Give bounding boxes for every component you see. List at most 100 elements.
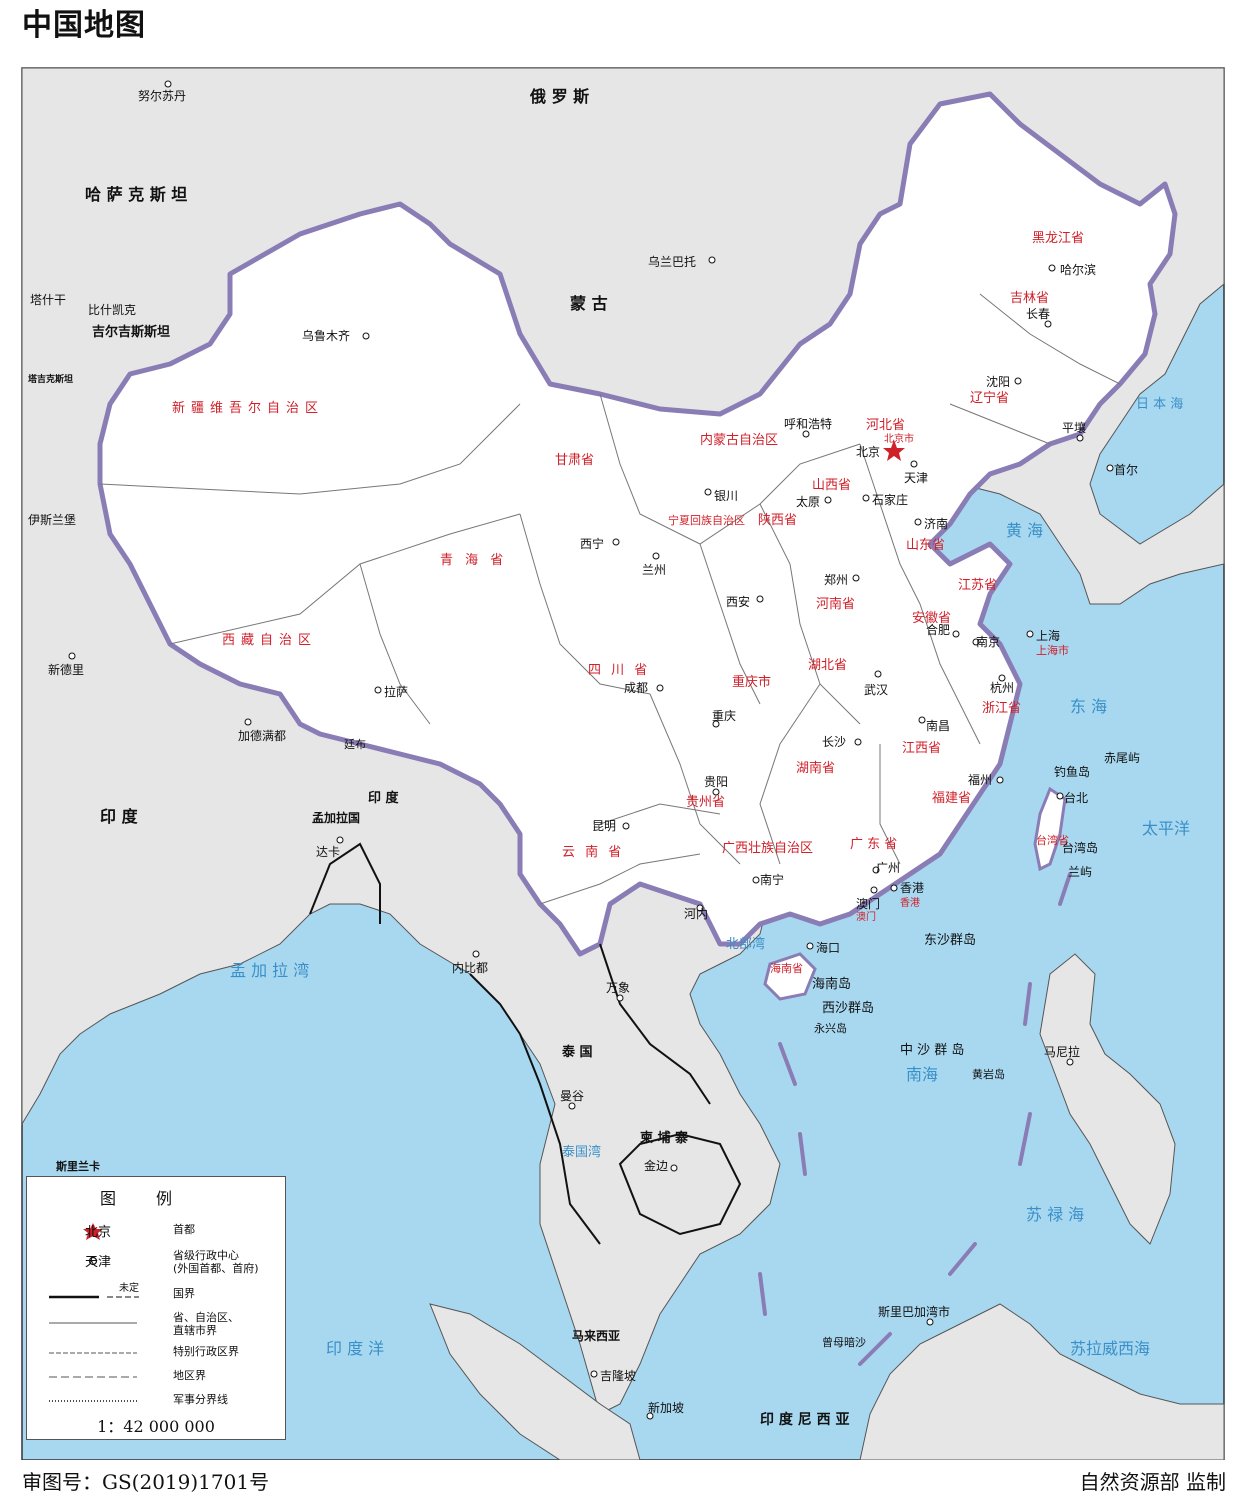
label-city-nanjing: 南京 xyxy=(976,634,1000,649)
city-dot-icon xyxy=(362,332,370,340)
country-labels: 俄 罗 斯 哈 萨 克 斯 坦 蒙 古 吉尔吉斯斯坦 塔吉克斯坦 印 度 印 度… xyxy=(28,87,850,1428)
foreign-land-sumatra xyxy=(429,1303,641,1460)
label-lanyu: 兰屿 xyxy=(1068,865,1092,879)
city-dot-icon xyxy=(696,904,704,912)
city-dot-icon xyxy=(874,670,882,678)
label-anhui: 安徽省 xyxy=(912,611,951,626)
label-city-manila: 马尼拉 xyxy=(1044,1044,1080,1059)
city-dot-icon xyxy=(998,674,1006,682)
legend-row-capital: 北京 首都 xyxy=(27,1219,285,1243)
label-city-nuersudan: 努尔苏丹 xyxy=(138,88,186,103)
label-heilongjiang: 黑龙江省 xyxy=(1032,231,1084,246)
label-jiangsu: 江苏省 xyxy=(958,577,997,593)
label-taiwan: 台湾省 xyxy=(1036,833,1069,847)
label-sichuan: 四 川 省 xyxy=(588,663,650,678)
label-chiwei: 赤尾屿 xyxy=(1104,751,1140,765)
label-city-xinjiapo: 新加坡 xyxy=(648,1400,684,1415)
label-sulawesi: 苏拉威西海 xyxy=(1070,1339,1150,1358)
label-city-guangzhou: 广州 xyxy=(876,861,900,875)
city-dot-icon xyxy=(656,684,664,692)
city-dot-icon xyxy=(622,822,630,830)
label-guangdong: 广 东 省 xyxy=(850,837,897,852)
city-dot-icon xyxy=(590,1370,598,1378)
label-city-tianjin: 天津 xyxy=(904,471,928,485)
legend-row-military: 军事分界线 xyxy=(27,1389,285,1413)
label-huangyan: 黄岩岛 xyxy=(972,1067,1005,1081)
capital-star-icon xyxy=(883,440,905,461)
label-hainan-dao: 海南岛 xyxy=(812,976,851,992)
label-city-wulanbatuo: 乌兰巴托 xyxy=(648,254,696,269)
city-dot-icon xyxy=(1048,264,1056,272)
label-yindu-yang: 印 度 洋 xyxy=(326,1339,384,1358)
city-dot-icon xyxy=(806,942,814,950)
city-dot-icon xyxy=(862,494,870,502)
label-shandong: 山东省 xyxy=(906,538,945,553)
map-frame: 俄 罗 斯 哈 萨 克 斯 坦 蒙 古 吉尔吉斯斯坦 塔吉克斯坦 印 度 印 度… xyxy=(21,67,1225,1460)
label-city-xindeli: 新德里 xyxy=(48,662,84,677)
label-city-wulumuqi: 乌鲁木齐 xyxy=(302,328,350,343)
label-gansu: 甘肃省 xyxy=(555,453,594,468)
island-labels: 钓鱼岛 赤尾屿 台湾岛 兰屿 东沙群岛 海南岛 西沙群岛 永兴岛 中 沙 群 岛… xyxy=(812,751,1140,1349)
city-dot-icon xyxy=(1056,792,1064,800)
circle-icon xyxy=(88,1256,98,1266)
city-dot-icon xyxy=(870,886,878,894)
label-city-hefei: 合肥 xyxy=(926,622,950,637)
label-city-changchun: 长春 xyxy=(1026,307,1050,321)
city-dot-icon xyxy=(802,430,810,438)
city-dot-icon xyxy=(652,552,660,560)
special-border-line-icon xyxy=(49,1352,137,1354)
label-taiguo-wan: 泰国湾 xyxy=(562,1144,601,1160)
label-xizang: 西藏自治区 xyxy=(222,633,317,648)
approval-number: 审图号：GS(2019)1701号 xyxy=(22,1470,270,1494)
label-shaanxi: 陕西省 xyxy=(758,513,797,528)
city-dot-icon xyxy=(972,638,980,646)
legend-title: 图例 xyxy=(99,1189,212,1208)
label-sulu: 苏 禄 海 xyxy=(1026,1205,1084,1224)
label-yunnan: 云 南 省 xyxy=(562,844,624,860)
label-city-neibidu: 内比都 xyxy=(452,961,488,975)
map-legend: 图例 北京 首都 天津 省级行政中心 (外国首都、首府) 未定 国界 省、自治区… xyxy=(26,1176,286,1440)
label-city-jilongpo: 吉隆坡 xyxy=(600,1368,636,1383)
label-city-shouer: 首尔 xyxy=(1114,462,1138,477)
label-city-haikou: 海口 xyxy=(816,940,840,955)
city-dot-icon xyxy=(472,950,480,958)
city-dot-icon xyxy=(568,1102,576,1110)
label-city-pingrang: 平壤 xyxy=(1062,420,1086,435)
label-thailand: 泰 国 xyxy=(561,1044,593,1060)
city-dot-icon xyxy=(374,686,382,694)
label-city-zhengzhou: 郑州 xyxy=(824,572,848,587)
label-city-shanghai: 上海 xyxy=(1036,628,1060,643)
city-dot-icon xyxy=(704,488,712,496)
label-city-hangzhou: 杭州 xyxy=(990,680,1014,695)
label-huanghai: 黄 海 xyxy=(1006,521,1043,540)
label-srilanka: 斯里兰卡 xyxy=(56,1159,100,1173)
city-dot-icon xyxy=(708,256,716,264)
label-nanhai: 南海 xyxy=(906,1065,938,1084)
label-liaoning: 辽宁省 xyxy=(970,390,1009,406)
label-city-shenyang: 沈阳 xyxy=(986,374,1010,389)
label-city-tashigan: 塔什干 xyxy=(30,293,66,307)
legend-row-special: 特别行政区界 xyxy=(27,1341,285,1365)
label-qinghai: 青 海 省 xyxy=(440,553,507,568)
label-city-xian: 西安 xyxy=(726,594,750,609)
province-labels: 新疆维吾尔自治区 西藏自治区 青 海 省 甘肃省 内蒙古自治区 黑龙江省 吉林省… xyxy=(172,231,1084,975)
taiwan-island xyxy=(1033,786,1067,872)
label-city-taiyuan: 太原 xyxy=(796,494,820,509)
label-city-hanei: 河内 xyxy=(684,907,708,921)
foreign-land-philippines xyxy=(1039,953,1176,1245)
city-dot-icon xyxy=(910,460,918,468)
label-india2: 印 度 xyxy=(368,790,400,806)
national-border-line-icon xyxy=(49,1295,139,1299)
label-city-mangu: 曼谷 xyxy=(560,1089,584,1103)
label-shanxi: 山西省 xyxy=(812,478,851,493)
label-city-kunming: 昆明 xyxy=(592,819,616,833)
city-dot-icon xyxy=(854,738,862,746)
label-zhejiang: 浙江省 xyxy=(982,701,1021,716)
city-dot-icon xyxy=(1106,464,1114,472)
label-donghai: 东 海 xyxy=(1070,697,1107,716)
label-bangladesh: 孟加拉国 xyxy=(312,810,360,825)
label-tajikistan: 塔吉克斯坦 xyxy=(28,373,73,385)
city-dot-icon xyxy=(244,718,252,726)
military-line-icon xyxy=(49,1400,137,1402)
city-dot-icon xyxy=(712,788,720,796)
